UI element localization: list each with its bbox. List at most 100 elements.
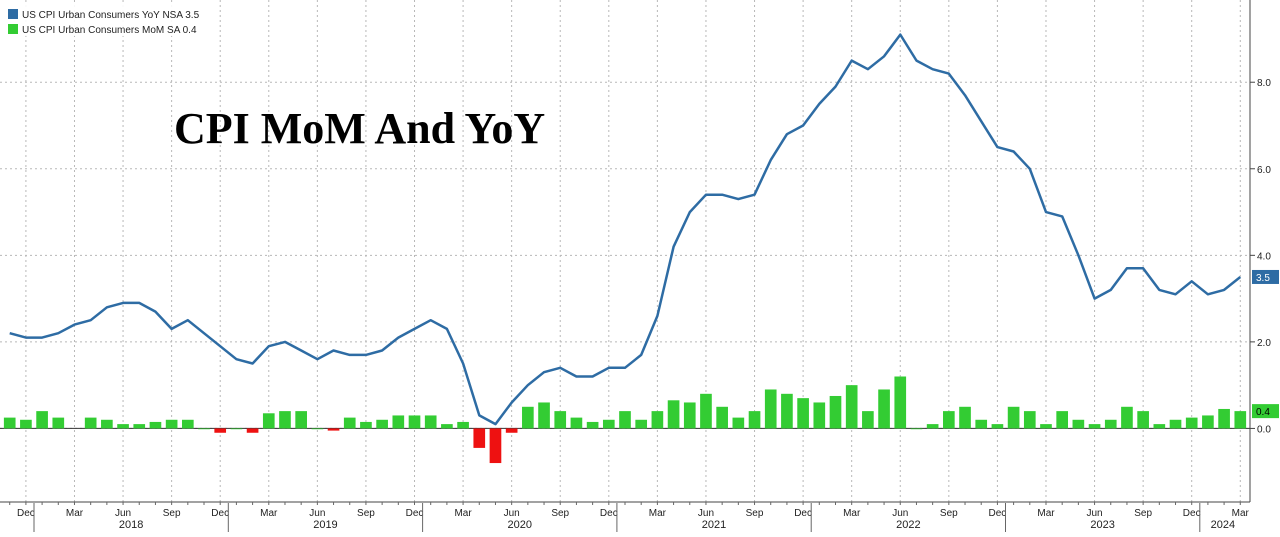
mom-bar xyxy=(1072,419,1085,429)
last-value-label: 0.4 xyxy=(1256,407,1270,418)
y-tick-label: 2.0 xyxy=(1257,338,1271,349)
mom-bar xyxy=(975,419,988,429)
mom-bar xyxy=(165,419,178,429)
x-tick-label: Jun xyxy=(309,508,325,519)
x-year-label: 2020 xyxy=(508,519,532,531)
mom-bar xyxy=(149,421,162,429)
mom-bar xyxy=(1218,408,1230,429)
mom-bar xyxy=(117,424,129,429)
mom-bar xyxy=(1202,415,1214,429)
y-tick-label: 0.0 xyxy=(1257,424,1271,435)
x-tick-label: Mar xyxy=(1232,508,1250,519)
mom-bar xyxy=(619,411,631,429)
x-tick-label: Dec xyxy=(600,508,618,519)
mom-bar xyxy=(1234,411,1247,429)
legend-swatch xyxy=(8,24,18,34)
x-tick-label: Dec xyxy=(211,508,229,519)
mom-bar xyxy=(246,428,259,433)
mom-bar xyxy=(716,406,728,429)
mom-bar xyxy=(748,411,761,429)
x-tick-label: Sep xyxy=(163,508,181,519)
mom-bar xyxy=(797,398,809,429)
mom-bar xyxy=(991,424,1004,429)
mom-bar xyxy=(376,419,388,429)
mom-bar xyxy=(295,411,307,429)
x-tick-label: Mar xyxy=(66,508,84,519)
legend: US CPI Urban Consumers YoY NSA 3.5 US CPI… xyxy=(2,2,212,36)
mom-bar xyxy=(1169,419,1182,429)
x-tick-label: Dec xyxy=(1183,508,1201,519)
legend-swatch xyxy=(8,9,18,19)
mom-bar xyxy=(683,402,696,429)
mom-bar xyxy=(181,419,194,429)
mom-bar xyxy=(1023,411,1036,429)
x-tick-label: Mar xyxy=(843,508,861,519)
x-year-label: 2024 xyxy=(1211,519,1235,531)
mom-bar xyxy=(408,415,421,429)
mom-bar xyxy=(862,411,874,429)
mom-bar xyxy=(1121,406,1133,429)
x-tick-label: Jun xyxy=(115,508,131,519)
x-tick-label: Jun xyxy=(698,508,714,519)
x-tick-label: Dec xyxy=(17,508,35,519)
mom-bar xyxy=(214,428,227,433)
mom-bar xyxy=(311,428,324,430)
x-year-label: 2018 xyxy=(119,519,143,531)
yoy-line-group xyxy=(9,33,1242,426)
mom-bar xyxy=(441,424,453,429)
yoy-line xyxy=(9,33,1242,426)
mom-bar xyxy=(279,411,291,429)
y-tick-label: 4.0 xyxy=(1257,251,1271,262)
x-year-label: 2023 xyxy=(1090,519,1114,531)
mom-bar xyxy=(522,406,534,429)
x-year-label: 2021 xyxy=(702,519,726,531)
x-tick-label: Mar xyxy=(649,508,667,519)
mom-bar xyxy=(20,419,32,429)
chart-title: CPI MoM And YoY xyxy=(174,104,545,153)
y-tick-label: 8.0 xyxy=(1257,78,1271,89)
mom-bar xyxy=(489,428,502,464)
mom-bar xyxy=(198,428,210,430)
mom-bar xyxy=(360,421,372,429)
last-value-label: 3.5 xyxy=(1256,273,1270,284)
mom-bar xyxy=(910,428,923,430)
mom-bar xyxy=(1056,411,1069,429)
x-tick-label: Dec xyxy=(794,508,812,519)
x-year-label: 2019 xyxy=(313,519,337,531)
mom-bar xyxy=(570,417,583,429)
mom-bar xyxy=(635,419,648,429)
mom-bar xyxy=(1040,424,1052,429)
mom-bar xyxy=(829,395,842,429)
x-tick-label: Mar xyxy=(454,508,472,519)
x-tick-label: Sep xyxy=(746,508,764,519)
mom-bar xyxy=(538,402,550,429)
mom-bars xyxy=(3,376,1247,464)
mom-bar xyxy=(1185,417,1198,429)
x-tick-label: Sep xyxy=(1134,508,1152,519)
mom-bar xyxy=(36,411,48,429)
mom-bar xyxy=(602,419,615,429)
x-tick-label: Dec xyxy=(406,508,424,519)
x-tick-label: Mar xyxy=(1037,508,1055,519)
mom-bar xyxy=(700,393,712,429)
mom-bar xyxy=(1153,424,1166,429)
mom-bar xyxy=(894,376,907,429)
mom-bar xyxy=(943,411,955,429)
mom-bar xyxy=(343,417,356,429)
mom-bar xyxy=(457,421,469,429)
mom-bar xyxy=(52,417,65,429)
mom-bar xyxy=(586,421,599,429)
x-year-label: 2022 xyxy=(896,519,920,531)
mom-bar xyxy=(1104,419,1117,429)
mom-bar xyxy=(732,417,745,429)
x-tick-label: Mar xyxy=(260,508,278,519)
last-value-badge xyxy=(1252,404,1279,419)
mom-bar xyxy=(1088,424,1101,429)
x-tick-label: Jun xyxy=(504,508,520,519)
mom-bar xyxy=(230,428,243,430)
mom-bar xyxy=(651,411,664,429)
x-tick-label: Jun xyxy=(892,508,908,519)
legend-label: US CPI Urban Consumers MoM SA 0.4 xyxy=(22,25,197,36)
